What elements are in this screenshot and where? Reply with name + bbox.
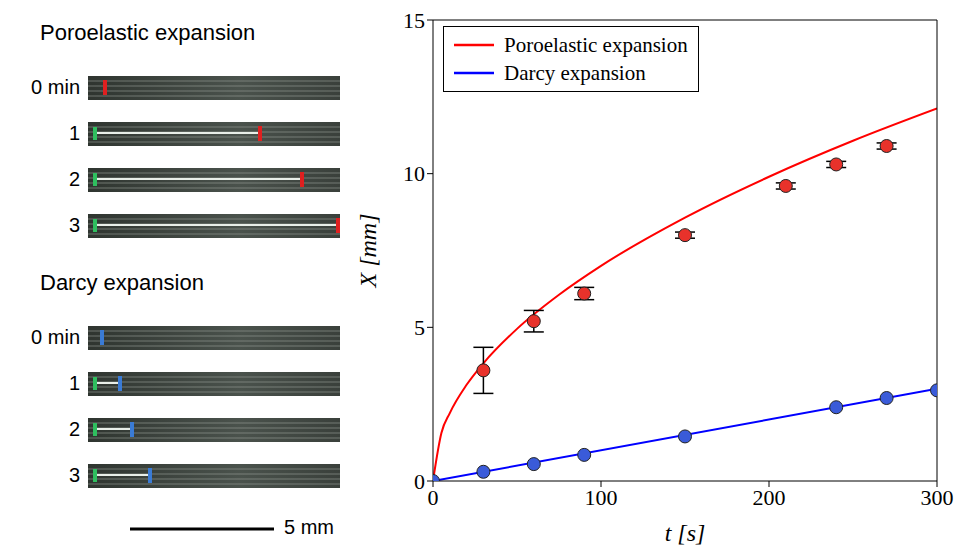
html-text:3: 3 (68, 464, 80, 486)
svg-text:0: 0 (414, 469, 425, 494)
html-text:5 mm: 5 mm (284, 516, 334, 538)
svg-text:t [s]: t [s] (665, 520, 706, 546)
svg-text:200: 200 (753, 485, 786, 510)
html-text:Poroelastic expansion: Poroelastic expansion (504, 32, 688, 57)
svg-text:100: 100 (585, 485, 618, 510)
svg-text:X [mm]: X [mm] (355, 213, 381, 288)
svg-text:300: 300 (921, 485, 954, 510)
html-text:1: 1 (68, 122, 80, 144)
html-text:Poroelastic expansion: Poroelastic expansion (40, 20, 256, 45)
svg-text:10: 10 (403, 161, 425, 186)
html-text:3: 3 (68, 214, 80, 236)
html-text:0 min: 0 min (31, 326, 80, 348)
html-text:2: 2 (68, 418, 80, 440)
html-text:0 min: 0 min (31, 76, 80, 98)
html-text:Darcy expansion: Darcy expansion (504, 60, 646, 85)
html-text:2: 2 (68, 168, 80, 190)
html-text:1: 1 (68, 372, 80, 394)
svg-text:15: 15 (403, 8, 425, 33)
svg-text:5: 5 (414, 315, 425, 340)
html-text:Darcy expansion: Darcy expansion (40, 270, 204, 295)
svg-text:0: 0 (428, 485, 439, 510)
